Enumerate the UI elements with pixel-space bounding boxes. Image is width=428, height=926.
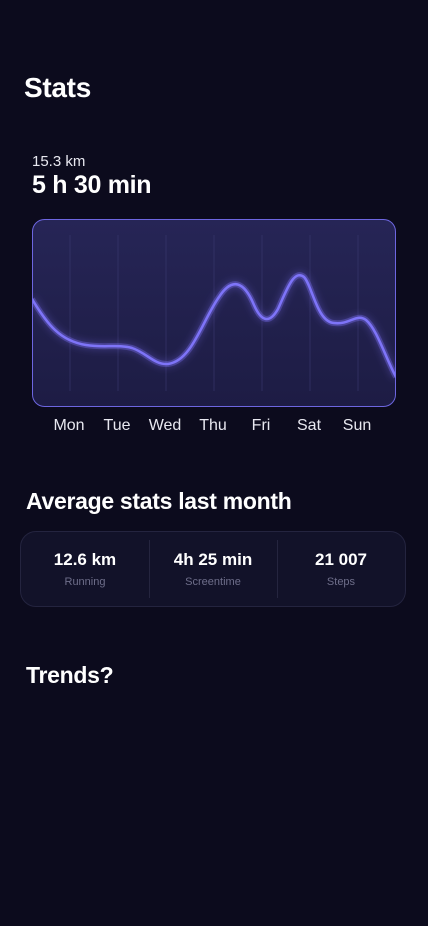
stat-steps: 21 007 Steps [277, 532, 405, 606]
x-tick-label-fri: Fri [251, 417, 271, 434]
chart-svg [32, 219, 396, 407]
x-tick-label-thu: Thu [199, 417, 227, 434]
stat-screentime-label: Screentime [185, 576, 241, 588]
stat-running-value: 12.6 km [53, 550, 117, 569]
x-tick-label-mon: Mon [53, 417, 85, 434]
x-tick-label-wed: Wed [148, 417, 182, 434]
activity-line [32, 274, 396, 379]
stat-screentime-value: 4h 25 min [173, 550, 253, 569]
x-tick-label-tue: Tue [103, 417, 131, 434]
average-stats-heading: Average stats last month [26, 488, 292, 514]
stat-steps-value: 21 007 [315, 550, 367, 569]
weekly-activity-chart [32, 219, 396, 407]
trends-heading: Trends? [26, 662, 114, 688]
stat-steps-label: Steps [326, 576, 356, 588]
average-stats-card: 12.6 km Running 4h 25 min Screentime 21 … [20, 531, 406, 607]
stat-running: 12.6 km Running [21, 532, 149, 606]
x-tick-label-sun: Sun [342, 417, 372, 434]
x-tick-label-sat: Sat [296, 417, 322, 434]
page-title: Stats [24, 72, 91, 103]
stat-running-label: Running [64, 576, 106, 588]
chart-grid [69, 235, 359, 391]
total-distance: 15.3 km [32, 153, 86, 170]
stat-screentime: 4h 25 min Screentime [149, 532, 277, 606]
total-duration: 5 h 30 min [32, 171, 152, 199]
